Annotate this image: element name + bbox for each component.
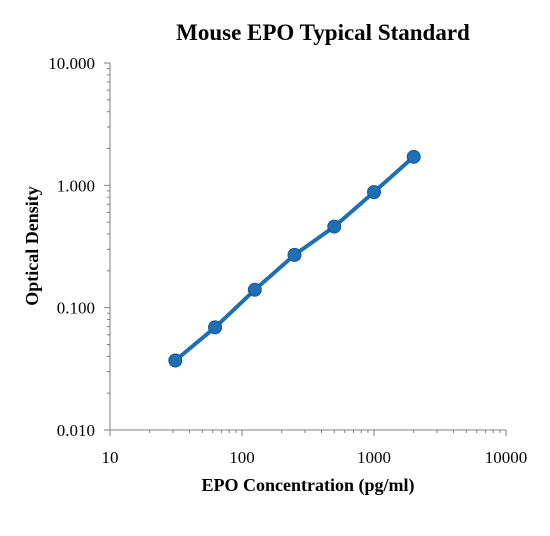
y-tick-label: 0.100 bbox=[57, 299, 95, 318]
data-point bbox=[247, 282, 262, 297]
data-point bbox=[367, 185, 381, 200]
axes bbox=[104, 62, 507, 436]
x-axis-label: EPO Concentration (pg/ml) bbox=[202, 475, 415, 496]
y-tick-label: 0.010 bbox=[57, 421, 95, 440]
y-axis-label: Optical Density bbox=[22, 186, 42, 306]
y-tick-labels: 10.000 1.000 0.100 0.010 bbox=[48, 54, 95, 440]
x-tick-label: 10 bbox=[102, 448, 119, 467]
x-tick-label: 10000 bbox=[485, 448, 528, 467]
data-point bbox=[287, 247, 302, 262]
y-tick-label: 1.000 bbox=[57, 176, 95, 195]
data-point bbox=[327, 219, 342, 234]
y-tick-label: 10.000 bbox=[48, 54, 95, 73]
data-point bbox=[406, 149, 421, 164]
series-layer bbox=[168, 149, 421, 368]
data-point bbox=[208, 320, 223, 335]
data-point bbox=[168, 353, 183, 368]
chart-title: Mouse EPO Typical Standard bbox=[176, 20, 470, 45]
x-tick-label: 100 bbox=[229, 448, 255, 467]
x-tick-label: 1000 bbox=[357, 448, 391, 467]
x-tick-labels: 10 100 1000 10000 bbox=[102, 448, 528, 467]
